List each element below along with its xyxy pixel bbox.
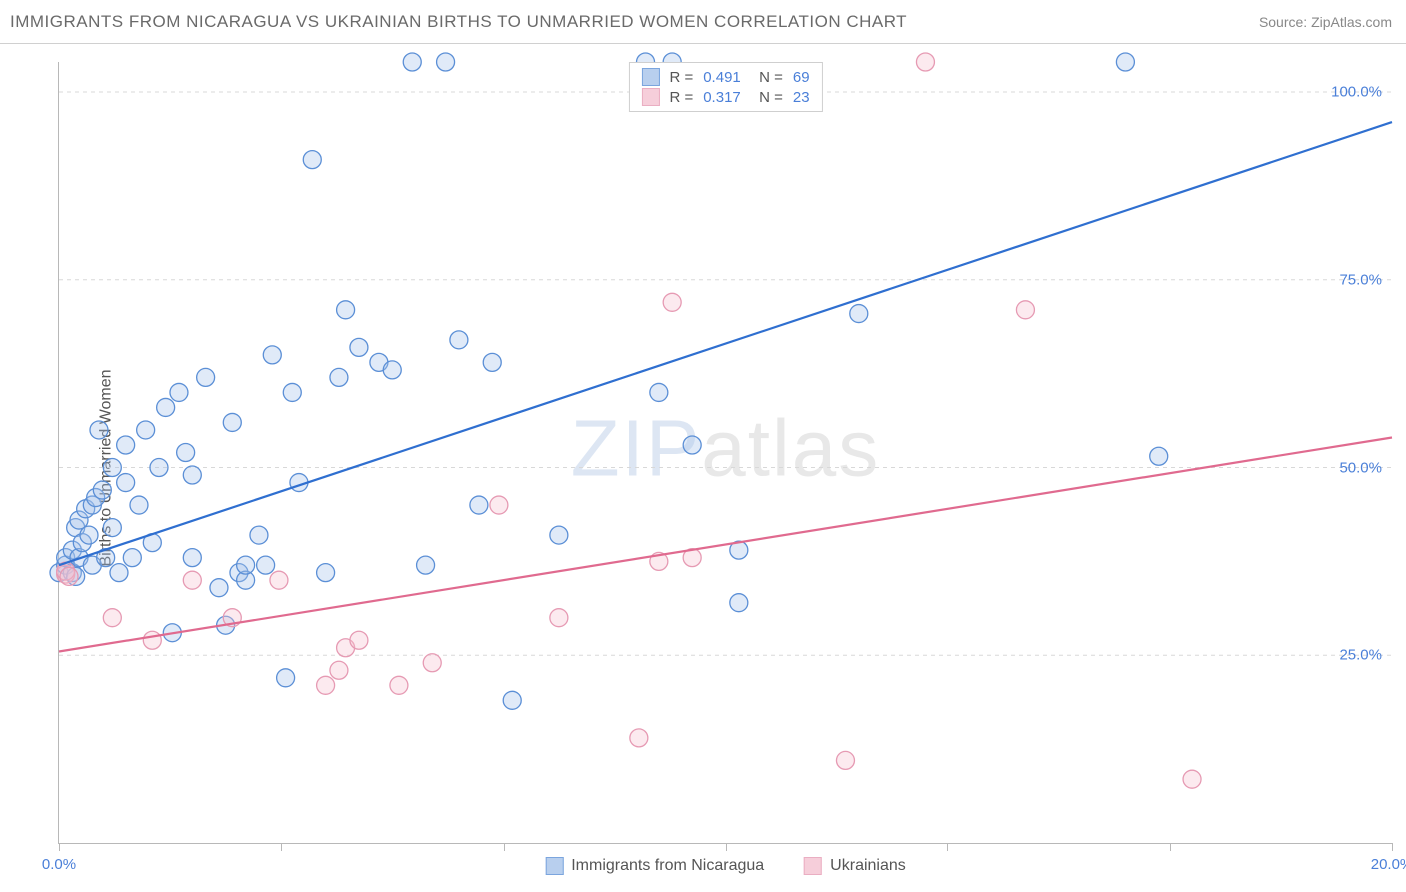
y-tick-label: 50.0% (1339, 459, 1382, 476)
x-tick (726, 843, 727, 851)
trend-line (59, 122, 1392, 565)
x-tick (504, 843, 505, 851)
x-tick (1392, 843, 1393, 851)
x-tick (281, 843, 282, 851)
legend-item: Immigrants from Nicaragua (545, 857, 764, 875)
legend-label: Ukrainians (830, 857, 906, 875)
legend-label: Immigrants from Nicaragua (571, 857, 764, 875)
legend-swatch (545, 857, 563, 875)
x-tick-label: 20.0% (1371, 856, 1406, 873)
x-tick (1170, 843, 1171, 851)
legend-stat-row: R = 0.491 N = 69 (641, 67, 809, 87)
x-tick (947, 843, 948, 851)
plot-area: ZIPatlas R = 0.491 N = 69R = 0.317 N = 2… (58, 62, 1392, 844)
legend-swatch (641, 68, 659, 86)
trend-line-layer (59, 62, 1392, 843)
correlation-legend: R = 0.491 N = 69R = 0.317 N = 23 (628, 62, 822, 112)
y-tick-label: 25.0% (1339, 647, 1382, 664)
x-tick-label: 0.0% (42, 856, 76, 873)
chart-title: IMMIGRANTS FROM NICARAGUA VS UKRAINIAN B… (10, 12, 907, 32)
legend-swatch (804, 857, 822, 875)
y-tick-label: 100.0% (1331, 84, 1382, 101)
trend-line (59, 437, 1392, 651)
legend-stat-row: R = 0.317 N = 23 (641, 87, 809, 107)
series-legend: Immigrants from Nicaragua Ukrainians (545, 857, 906, 875)
legend-swatch (641, 88, 659, 106)
x-tick (59, 843, 60, 851)
source-attribution: Source: ZipAtlas.com (1259, 14, 1392, 30)
y-tick-label: 75.0% (1339, 271, 1382, 288)
legend-item: Ukrainians (804, 857, 906, 875)
